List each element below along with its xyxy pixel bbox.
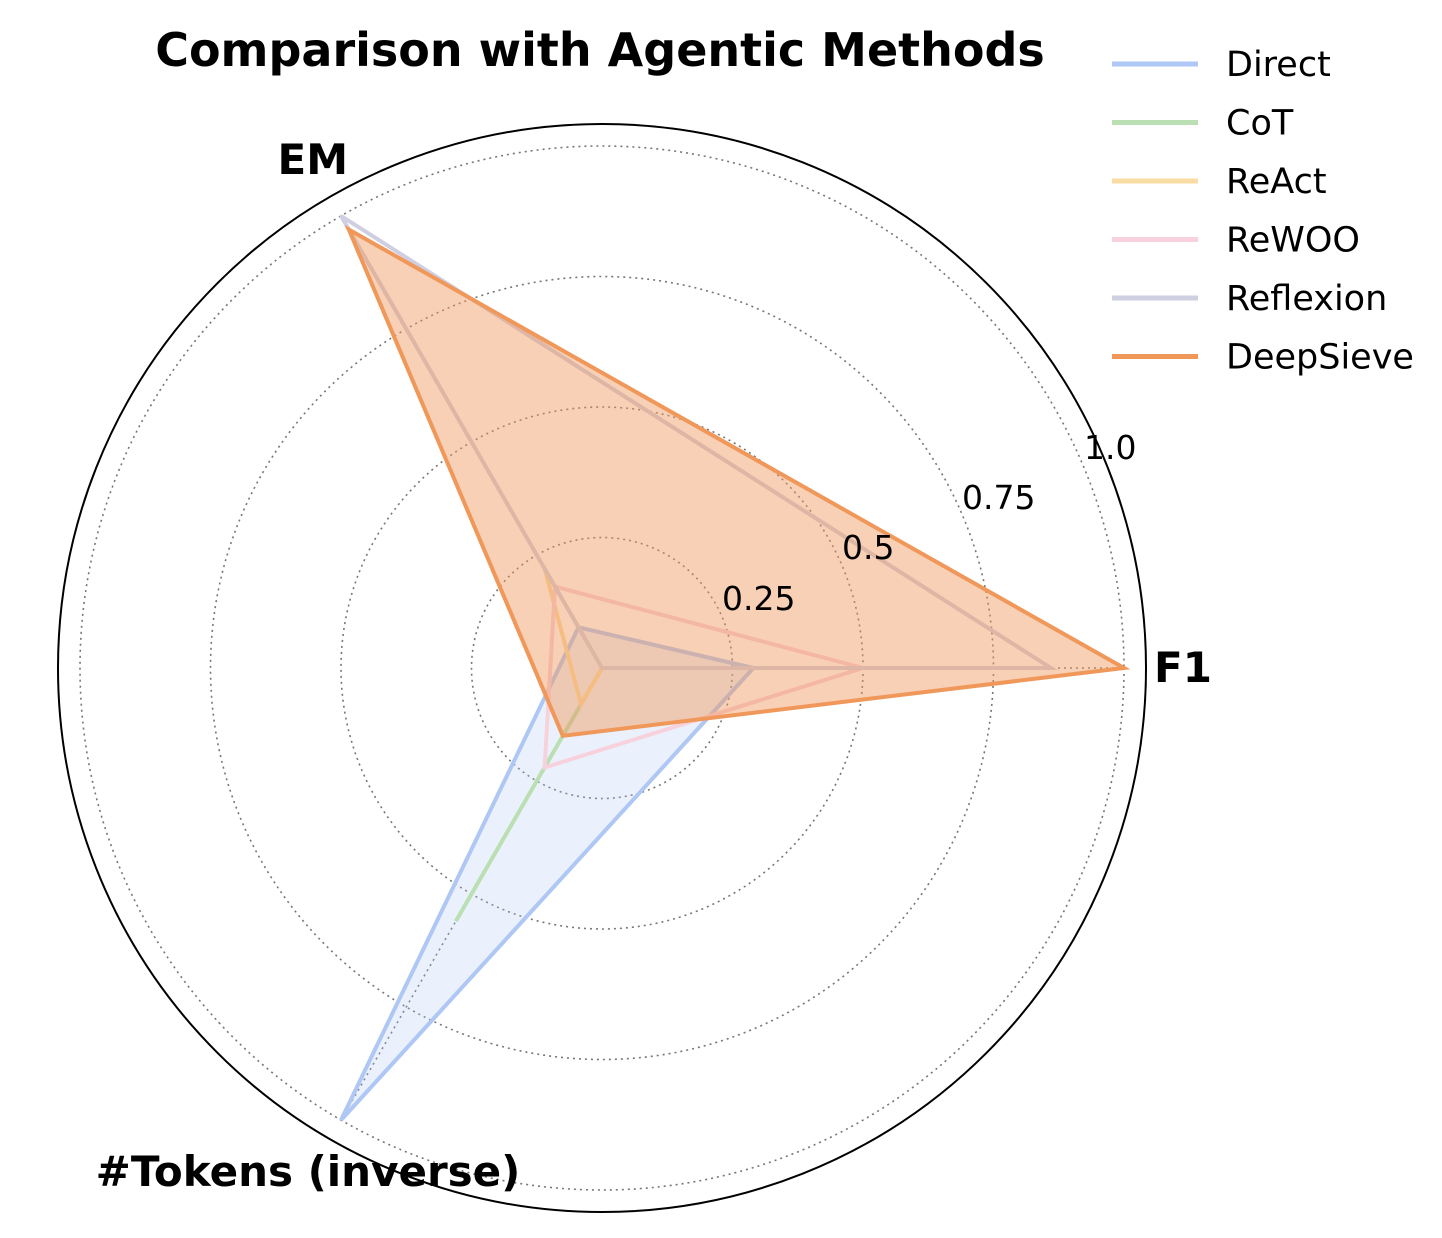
legend-label-deepsieve: DeepSieve	[1226, 338, 1414, 378]
radial-tick-label-3: 1.0	[1084, 428, 1136, 467]
legend-label-direct: Direct	[1226, 45, 1331, 85]
legend-label-reflexion: Reflexion	[1226, 279, 1387, 319]
series-cot-polygon	[454, 666, 604, 923]
legend: Direct CoT ReAct ReWOO Reflexion DeepSieve	[1112, 45, 1414, 378]
legend-label-react: ReAct	[1226, 162, 1327, 202]
series-layer	[339, 214, 1131, 1122]
axis-label-0: F1	[1154, 643, 1212, 692]
legend-label-cot: CoT	[1226, 104, 1294, 144]
axis-label-2: #Tokens (inverse)	[96, 1147, 521, 1196]
series-direct-polygon	[339, 624, 758, 1122]
series-deepsieve-polygon	[344, 224, 1131, 738]
chart-title: Comparison with Agentic Methods	[155, 23, 1045, 77]
radial-tick-label-2: 0.75	[962, 478, 1035, 517]
radial-tick-label-0: 0.25	[722, 579, 795, 618]
outer-frame	[57, 123, 1147, 1213]
radial-tick-label-1: 0.5	[842, 528, 894, 567]
series-reflexion-polygon	[339, 214, 1058, 670]
radial-tick-labels: 0.25 0.5 0.75 1.0	[722, 428, 1136, 618]
legend-label-rewoo: ReWOO	[1226, 221, 1360, 261]
axis-labels: F1 EM #Tokens (inverse)	[96, 135, 1212, 1196]
axis-label-1: EM	[278, 135, 349, 184]
